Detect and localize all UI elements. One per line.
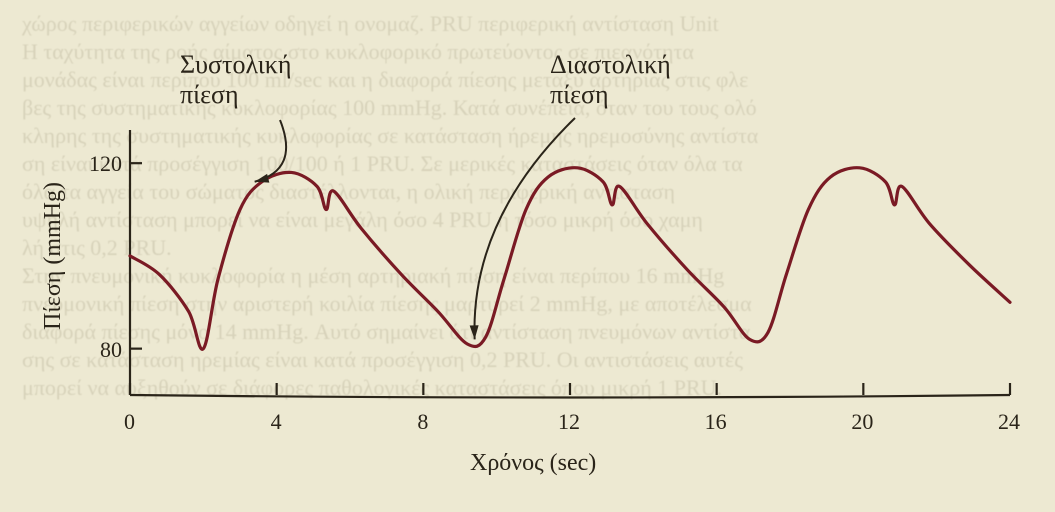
x-tick-label: 12 [558, 409, 580, 435]
y-axis-label: Πίεση (mmHg) [40, 182, 67, 330]
pressure-chart [0, 0, 1055, 512]
x-tick-label: 4 [271, 409, 282, 435]
x-axis-label: Χρόνος (sec) [470, 450, 596, 477]
systolic-label: Συστολική πίεση [180, 50, 291, 110]
diastolic-label: Διαστολική πίεση [550, 50, 671, 110]
x-tick-label: 0 [124, 409, 135, 435]
x-tick-label: 16 [705, 409, 727, 435]
pressure-waveform [130, 168, 1010, 350]
x-tick-label: 20 [851, 409, 873, 435]
x-tick-label: 8 [417, 409, 428, 435]
x-tick-label: 24 [998, 409, 1020, 435]
y-tick-label: 120 [89, 151, 122, 177]
y-tick-label: 80 [100, 337, 122, 363]
